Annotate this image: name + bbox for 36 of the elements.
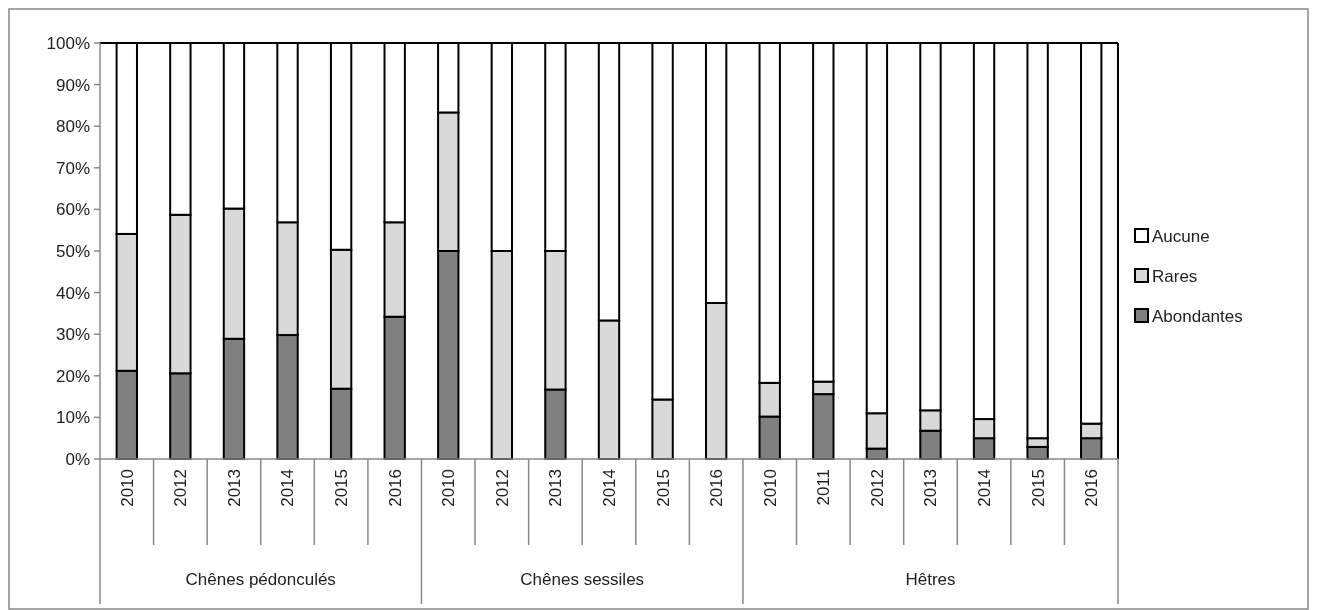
x-tick-label: 2012 bbox=[171, 469, 191, 507]
legend-label: Aucune bbox=[1152, 226, 1210, 246]
x-tick-label: 2011 bbox=[814, 469, 834, 506]
x-tick-label: 2012 bbox=[867, 469, 887, 507]
y-tick-label: 0% bbox=[65, 449, 90, 469]
y-tick-label: 20% bbox=[55, 366, 90, 386]
text: Chênes sessiles bbox=[520, 570, 645, 589]
y-tick-label: 50% bbox=[55, 241, 90, 261]
text: Hêtres bbox=[905, 570, 956, 589]
x-tick-label: 2013 bbox=[546, 469, 566, 507]
x-tick-label: 2013 bbox=[921, 469, 941, 507]
x-tick-label: 2015 bbox=[1028, 469, 1048, 507]
x-tick-label: 2016 bbox=[707, 469, 727, 507]
x-tick-label: 2014 bbox=[599, 469, 619, 507]
y-tick-label: 60% bbox=[55, 200, 90, 220]
y-tick-label: 40% bbox=[55, 283, 90, 303]
x-tick-label: 2016 bbox=[385, 469, 405, 507]
y-tick-label: 70% bbox=[55, 158, 90, 178]
x-tick-label: 2014 bbox=[975, 469, 994, 507]
x-tick-label: 2010 bbox=[117, 469, 137, 507]
y-tick-label: 30% bbox=[55, 325, 90, 345]
legend-label: Rares bbox=[1152, 266, 1198, 286]
legend-label: Abondantes bbox=[1152, 306, 1243, 326]
y-tick-label: 80% bbox=[55, 117, 90, 137]
x-tick-label: 2012 bbox=[492, 469, 512, 507]
x-tick-label: 2013 bbox=[224, 469, 244, 507]
x-tick-label: 2015 bbox=[332, 469, 352, 507]
x-tick-label: 2015 bbox=[653, 469, 673, 507]
x-tick-label: 2010 bbox=[760, 469, 780, 507]
y-tick-label: 100% bbox=[46, 33, 90, 53]
y-tick-label: 90% bbox=[55, 75, 90, 95]
x-tick-label: 2014 bbox=[278, 469, 298, 507]
text: Chênes pédonculés bbox=[185, 570, 336, 589]
y-tick-label: 10% bbox=[55, 408, 90, 428]
x-tick-label: 2010 bbox=[439, 469, 459, 507]
x-tick-label: 2016 bbox=[1082, 469, 1102, 507]
